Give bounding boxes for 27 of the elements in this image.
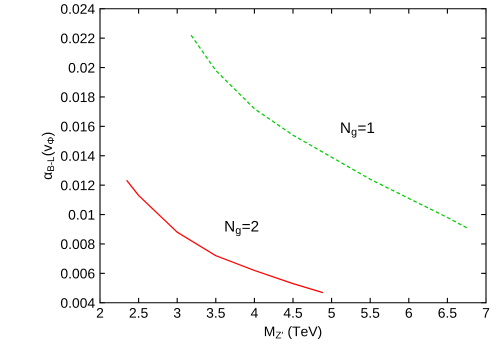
- y-tick-label: 0.01: [68, 210, 94, 220]
- y-tick-label: 0.006: [60, 268, 95, 279]
- annotation: N$_{g}$=2: [225, 220, 258, 236]
- x-tick-label: 4.5: [284, 308, 302, 318]
- x-axis-title: M$_{Z′}$ (TeV): [264, 326, 322, 340]
- x-tick-label: 5.5: [361, 308, 380, 318]
- y-tick-label: 0.022: [60, 33, 94, 44]
- x-tick-label: 3.5: [206, 308, 225, 318]
- y-tick-label: 0.018: [60, 92, 95, 102]
- y-tick-label: 0.016: [60, 122, 95, 132]
- y-tick-label: 0.008: [60, 239, 95, 250]
- annotation: N$_{g}$=1: [341, 122, 374, 138]
- y-tick-label: 0.02: [68, 62, 94, 73]
- x-tick-label: 3: [174, 308, 180, 318]
- x-tick-label: 2: [96, 308, 104, 318]
- y-axis-title: α$_{B‐L}$(v$_{Φ}$): [42, 132, 55, 180]
- x-tick-label: 2.5: [130, 308, 148, 318]
- line-series: [126, 180, 323, 294]
- x-tick-label: 7: [482, 308, 490, 318]
- y-tick-label: 0.004: [60, 298, 95, 308]
- x-tick-label: 6: [406, 308, 412, 318]
- y-tick-label: 0.014: [60, 151, 95, 161]
- x-tick-label: 6.5: [438, 308, 456, 318]
- x-tick-label: 5: [328, 308, 335, 318]
- y-tick-label: 0.012: [60, 180, 94, 190]
- y-tick-label: 0.024: [60, 4, 95, 14]
- x-tick-label: 4: [250, 308, 258, 318]
